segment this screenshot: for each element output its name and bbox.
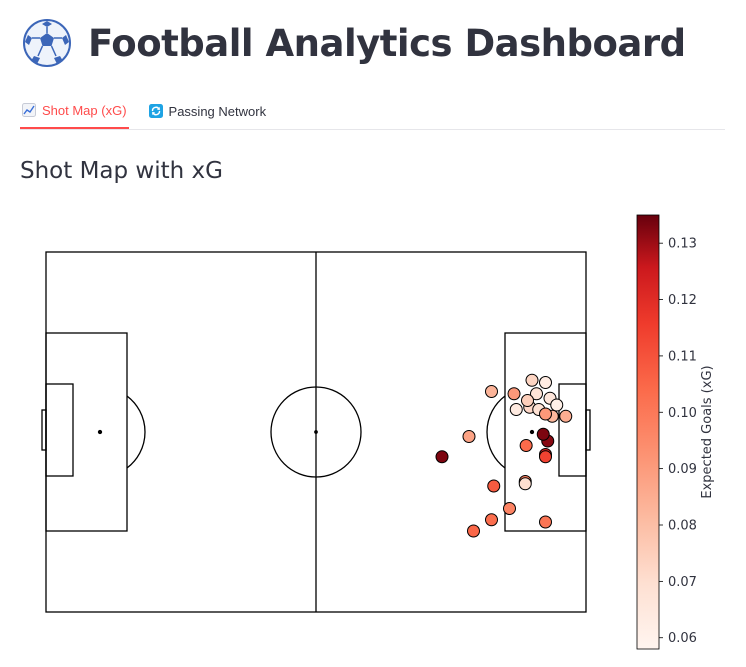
left-goal: [41, 409, 47, 451]
colorbar-tick-label: 0.11: [668, 349, 697, 364]
shot-marker: [539, 450, 552, 464]
shot-marker: [485, 513, 498, 527]
tab-passing-network[interactable]: Passing Network: [147, 93, 269, 129]
right-goal: [585, 409, 591, 451]
colorbar-label: Expected Goals (xG): [700, 365, 715, 498]
colorbar-tick-label: 0.08: [668, 519, 697, 534]
tab-label: Passing Network: [168, 103, 267, 119]
tab-label: Shot Map (xG): [42, 102, 127, 118]
tab-bar: Shot Map (xG) Passing Network: [20, 92, 725, 130]
shot-marker: [521, 394, 534, 407]
left-six-yard-box: [45, 383, 74, 477]
center-spot: [314, 430, 318, 434]
left-penalty-spot: [97, 429, 103, 435]
shot-marker: [530, 387, 543, 401]
shot-marker: [435, 450, 449, 464]
shot-marker: [539, 515, 552, 529]
shot-marker: [485, 385, 498, 398]
shot-marker: [539, 376, 552, 389]
shot-marker: [539, 407, 552, 421]
shot-marker: [550, 398, 564, 412]
soccer-ball-icon: [23, 19, 71, 67]
shot-marker: [487, 479, 501, 493]
tab-shot-map[interactable]: Shot Map (xG): [20, 93, 129, 129]
center-circle: [270, 386, 362, 478]
colorbar-tick-label: 0.12: [668, 293, 697, 308]
page-title: Football Analytics Dashboard: [88, 21, 686, 65]
shot-marker: [462, 430, 476, 443]
left-penalty-area: [45, 332, 128, 532]
header: Football Analytics Dashboard: [22, 18, 686, 68]
refresh-icon: [148, 104, 163, 118]
section-title: Shot Map with xG: [20, 158, 223, 184]
colorbar-tick-label: 0.06: [668, 631, 697, 646]
shot-marker: [559, 409, 573, 423]
right-six-yard-box: [558, 383, 587, 477]
colorbar-tick-label: 0.13: [668, 237, 697, 252]
colorbar: [636, 214, 660, 650]
shot-marker: [519, 439, 533, 452]
shot-marker: [536, 427, 550, 441]
colorbar-tick-label: 0.07: [668, 575, 697, 590]
shot-markers: [435, 373, 573, 538]
shot-marker: [507, 387, 521, 401]
left-penalty-arc: [126, 395, 146, 469]
right-penalty-spot: [529, 429, 535, 435]
shot-marker: [525, 373, 539, 387]
shot-marker: [503, 502, 516, 515]
shot-marker: [467, 524, 480, 538]
shot-marker: [518, 477, 532, 491]
chart-line-icon: [22, 103, 36, 117]
colorbar-ticks: 0.06 0.07 0.08 0.09 0.10 0.11 0.12 0.13: [659, 237, 697, 646]
shot-map-chart: 0.06 0.07 0.08 0.09 0.10 0.11 0.12 0.13 Expecte…: [41, 214, 715, 650]
football-pitch: [41, 251, 591, 613]
shot-marker: [509, 403, 523, 416]
colorbar-tick-label: 0.09: [668, 462, 697, 477]
colorbar-tick-label: 0.10: [668, 406, 697, 421]
right-penalty-arc: [486, 395, 506, 469]
